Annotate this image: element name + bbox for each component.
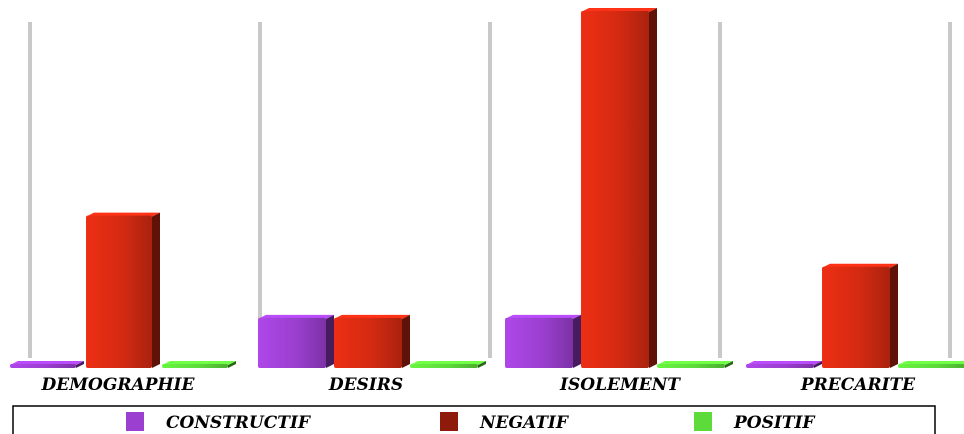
bars-layer bbox=[10, 8, 964, 368]
bar-precarite-negatif bbox=[822, 263, 898, 368]
legend-item-positif: POSITIF bbox=[694, 412, 816, 433]
bar-isolement-constructif bbox=[505, 314, 581, 368]
legend-label: CONSTRUCTIF bbox=[166, 413, 312, 433]
category-label: PRECARITE bbox=[800, 375, 916, 395]
legend-item-constructif: CONSTRUCTIF bbox=[126, 412, 312, 433]
legend-label: NEGATIF bbox=[479, 413, 570, 433]
bar-isolement-negatif bbox=[581, 8, 657, 368]
category-label: DEMOGRAPHIE bbox=[41, 375, 196, 395]
legend-box bbox=[12, 405, 936, 434]
bar-precarite-constructif bbox=[746, 361, 822, 368]
legend-item-negatif: NEGATIF bbox=[440, 412, 570, 433]
category-label: DESIRS bbox=[328, 375, 403, 395]
category-label: ISOLEMENT bbox=[559, 375, 681, 395]
legend: CONSTRUCTIF NEGATIF POSITIF bbox=[12, 405, 936, 434]
bar-demographie-constructif bbox=[10, 361, 84, 368]
legend-swatch bbox=[126, 412, 144, 431]
legend-swatch bbox=[694, 412, 712, 431]
legend-swatch bbox=[440, 412, 458, 431]
bar-precarite-positif bbox=[898, 361, 964, 368]
legend-label: POSITIF bbox=[733, 413, 816, 433]
bar-desirs-negatif bbox=[334, 314, 410, 368]
bar-isolement-positif bbox=[657, 361, 733, 368]
bar-desirs-positif bbox=[410, 361, 486, 368]
category-labels: DEMOGRAPHIE DESIRS ISOLEMENT PRECARITE bbox=[41, 375, 917, 395]
bar-desirs-constructif bbox=[258, 314, 334, 368]
bar-demographie-negatif bbox=[86, 212, 160, 368]
category-separators bbox=[28, 22, 952, 358]
bar-demographie-positif bbox=[162, 361, 236, 368]
